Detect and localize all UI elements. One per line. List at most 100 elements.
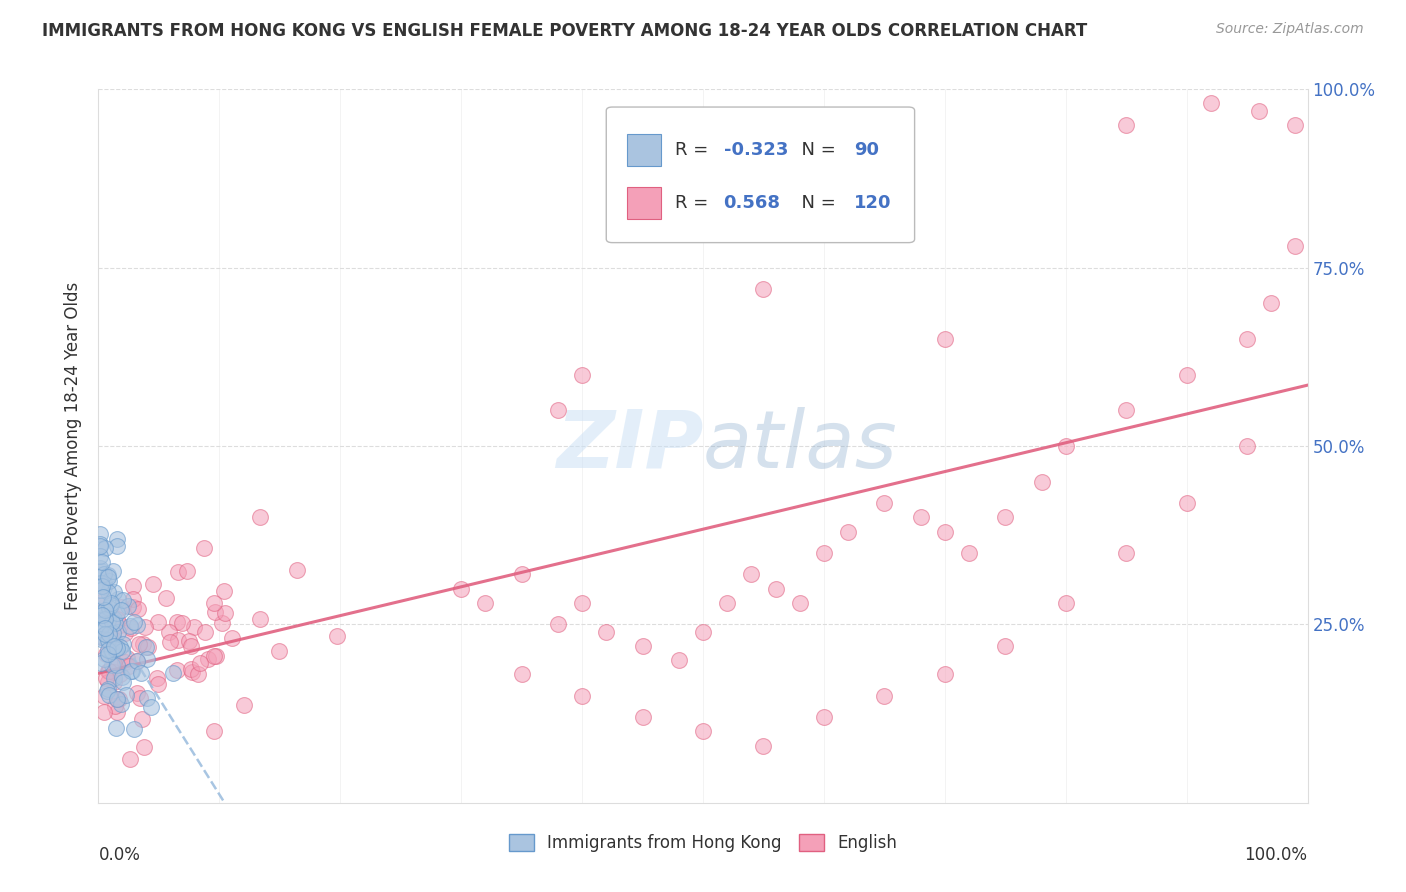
Point: [120, 619, 142, 633]
Point: [107, 692, 129, 706]
Point: [111, 643, 134, 657]
Point: [170, 615, 193, 630]
Point: [100, 644, 122, 658]
Point: [752, 282, 775, 296]
Point: [571, 596, 593, 610]
Point: [193, 541, 215, 555]
Text: ZIP: ZIP: [555, 407, 703, 485]
Point: [631, 710, 654, 724]
Point: [97, 627, 120, 641]
Point: [134, 740, 156, 755]
Point: [285, 563, 308, 577]
Point: [146, 671, 169, 685]
Point: [132, 637, 155, 651]
Point: [103, 675, 125, 690]
Point: [765, 582, 787, 596]
Legend: Immigrants from Hong Kong, English: Immigrants from Hong Kong, English: [502, 827, 904, 859]
Point: [121, 664, 143, 678]
Point: [135, 691, 157, 706]
Text: 100.0%: 100.0%: [1244, 846, 1308, 863]
Point: [103, 665, 125, 679]
Point: [692, 624, 714, 639]
Point: [105, 612, 128, 626]
Point: [134, 620, 156, 634]
Point: [212, 584, 235, 599]
Point: [176, 564, 198, 578]
Point: [97, 674, 120, 689]
Point: [100, 631, 122, 645]
Point: [994, 639, 1017, 653]
Point: [157, 625, 180, 640]
Point: [105, 641, 128, 656]
Point: [100, 644, 122, 658]
Point: [202, 649, 225, 664]
Point: [90, 629, 112, 643]
Point: [197, 652, 219, 666]
Point: [166, 566, 188, 580]
Point: [1236, 332, 1258, 346]
Point: [135, 652, 157, 666]
Text: IMMIGRANTS FROM HONG KONG VS ENGLISH FEMALE POVERTY AMONG 18-24 YEAR OLDS CORREL: IMMIGRANTS FROM HONG KONG VS ENGLISH FEM…: [42, 22, 1087, 40]
FancyBboxPatch shape: [606, 107, 915, 243]
Point: [97, 632, 120, 647]
Point: [1054, 596, 1077, 610]
Point: [1115, 118, 1137, 132]
Point: [89, 549, 111, 564]
Point: [103, 612, 125, 626]
Point: [595, 624, 617, 639]
Point: [122, 579, 145, 593]
Point: [114, 655, 136, 669]
Point: [103, 632, 125, 647]
Text: 90: 90: [855, 141, 879, 159]
Point: [105, 539, 128, 553]
Point: [97, 664, 120, 678]
Point: [108, 666, 131, 681]
Point: [957, 546, 980, 560]
Point: [93, 705, 115, 719]
Point: [813, 710, 835, 724]
Point: [1115, 546, 1137, 560]
Point: [90, 657, 112, 671]
Point: [105, 533, 128, 547]
Point: [159, 634, 181, 648]
Point: [118, 751, 141, 765]
Point: [97, 613, 120, 627]
Point: [120, 665, 142, 679]
Point: [167, 633, 190, 648]
Point: [162, 665, 184, 680]
Point: [97, 570, 120, 584]
Point: [122, 615, 145, 629]
Point: [221, 631, 243, 645]
Point: [837, 524, 859, 539]
Point: [1175, 496, 1198, 510]
Point: [233, 698, 256, 713]
Point: [90, 564, 112, 578]
Point: [752, 739, 775, 753]
Point: [89, 527, 111, 541]
Point: [96, 684, 118, 698]
Point: [98, 601, 121, 615]
Text: N =: N =: [790, 141, 842, 159]
Point: [107, 591, 129, 606]
Point: [108, 692, 131, 706]
Point: [122, 600, 145, 615]
Point: [166, 615, 188, 629]
Point: [105, 692, 128, 706]
Point: [90, 632, 112, 646]
Point: [108, 640, 131, 654]
Bar: [627, 187, 661, 219]
Point: [180, 662, 202, 676]
Point: [94, 612, 117, 626]
Point: [100, 596, 122, 610]
Point: [1031, 475, 1053, 489]
Point: [97, 567, 120, 582]
Point: [93, 593, 115, 607]
Point: [111, 671, 134, 685]
Point: [692, 724, 714, 739]
Point: [122, 722, 145, 736]
Point: [93, 567, 115, 582]
Point: [194, 625, 217, 640]
Point: [120, 621, 142, 635]
Point: [128, 691, 150, 706]
Point: [204, 605, 226, 619]
